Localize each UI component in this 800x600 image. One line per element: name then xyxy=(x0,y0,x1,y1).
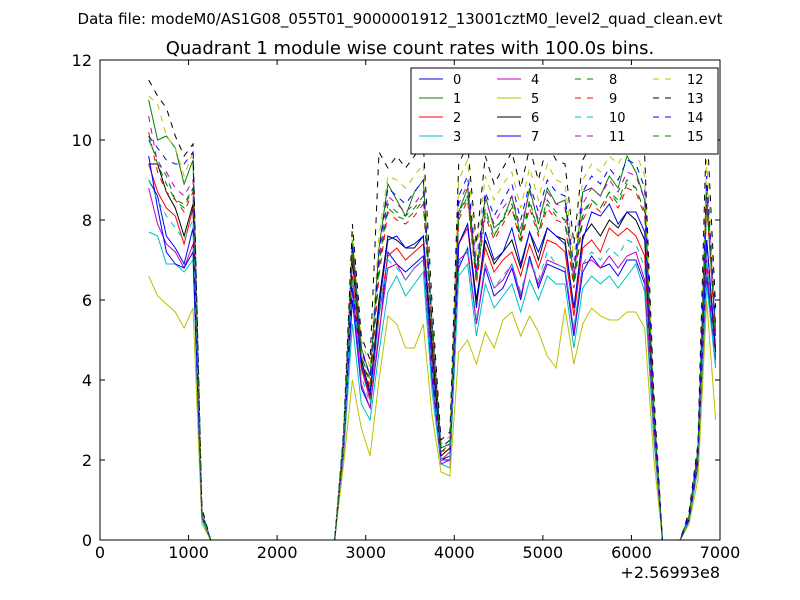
x-tick-label: 0 xyxy=(95,543,105,562)
chart-title: Quadrant 1 module wise count rates with … xyxy=(166,38,655,59)
legend-label-4: 4 xyxy=(531,73,539,88)
series-line-1 xyxy=(148,99,717,541)
legend-label-12: 12 xyxy=(687,73,704,88)
series-line-15 xyxy=(148,135,717,541)
legend-label-14: 14 xyxy=(687,111,704,126)
legend-label-8: 8 xyxy=(609,73,617,88)
legend-label-6: 6 xyxy=(531,111,539,126)
legend-label-15: 15 xyxy=(687,130,704,145)
series-line-2 xyxy=(148,163,717,541)
x-tick-label: 1000 xyxy=(168,543,209,562)
y-tick-label: 8 xyxy=(82,211,92,230)
legend-label-7: 7 xyxy=(531,130,539,145)
y-tick-label: 2 xyxy=(82,451,92,470)
legend-frame xyxy=(410,67,719,155)
x-offset-label: +2.56993e8 xyxy=(620,563,720,582)
suptitle: Data file: modeM0/AS1G08_055T01_90000019… xyxy=(78,10,723,29)
x-tick-label: 5000 xyxy=(522,543,563,562)
plot-frame xyxy=(99,59,721,541)
y-tick-label: 0 xyxy=(82,531,92,550)
series-line-12 xyxy=(148,95,717,541)
y-tick-label: 6 xyxy=(82,291,92,310)
x-tick-label: 3000 xyxy=(345,543,386,562)
legend-label-11: 11 xyxy=(609,130,626,145)
x-tick-label: 2000 xyxy=(257,543,298,562)
legend-label-10: 10 xyxy=(609,111,626,126)
legend-label-5: 5 xyxy=(531,92,539,107)
series-line-3 xyxy=(148,231,717,541)
y-tick-label: 4 xyxy=(82,371,92,390)
legend-label-1: 1 xyxy=(453,92,461,107)
series-line-5 xyxy=(148,275,717,541)
legend-label-2: 2 xyxy=(453,111,461,126)
legend-label-9: 9 xyxy=(609,92,617,107)
x-tick-label: 4000 xyxy=(434,543,475,562)
y-tick-label: 12 xyxy=(72,51,92,70)
y-tick-label: 10 xyxy=(72,131,92,150)
legend-label-13: 13 xyxy=(687,92,704,107)
x-tick-label: 7000 xyxy=(700,543,741,562)
legend-label-0: 0 xyxy=(453,73,461,88)
x-tick-label: 6000 xyxy=(611,543,652,562)
legend-label-3: 3 xyxy=(453,130,461,145)
